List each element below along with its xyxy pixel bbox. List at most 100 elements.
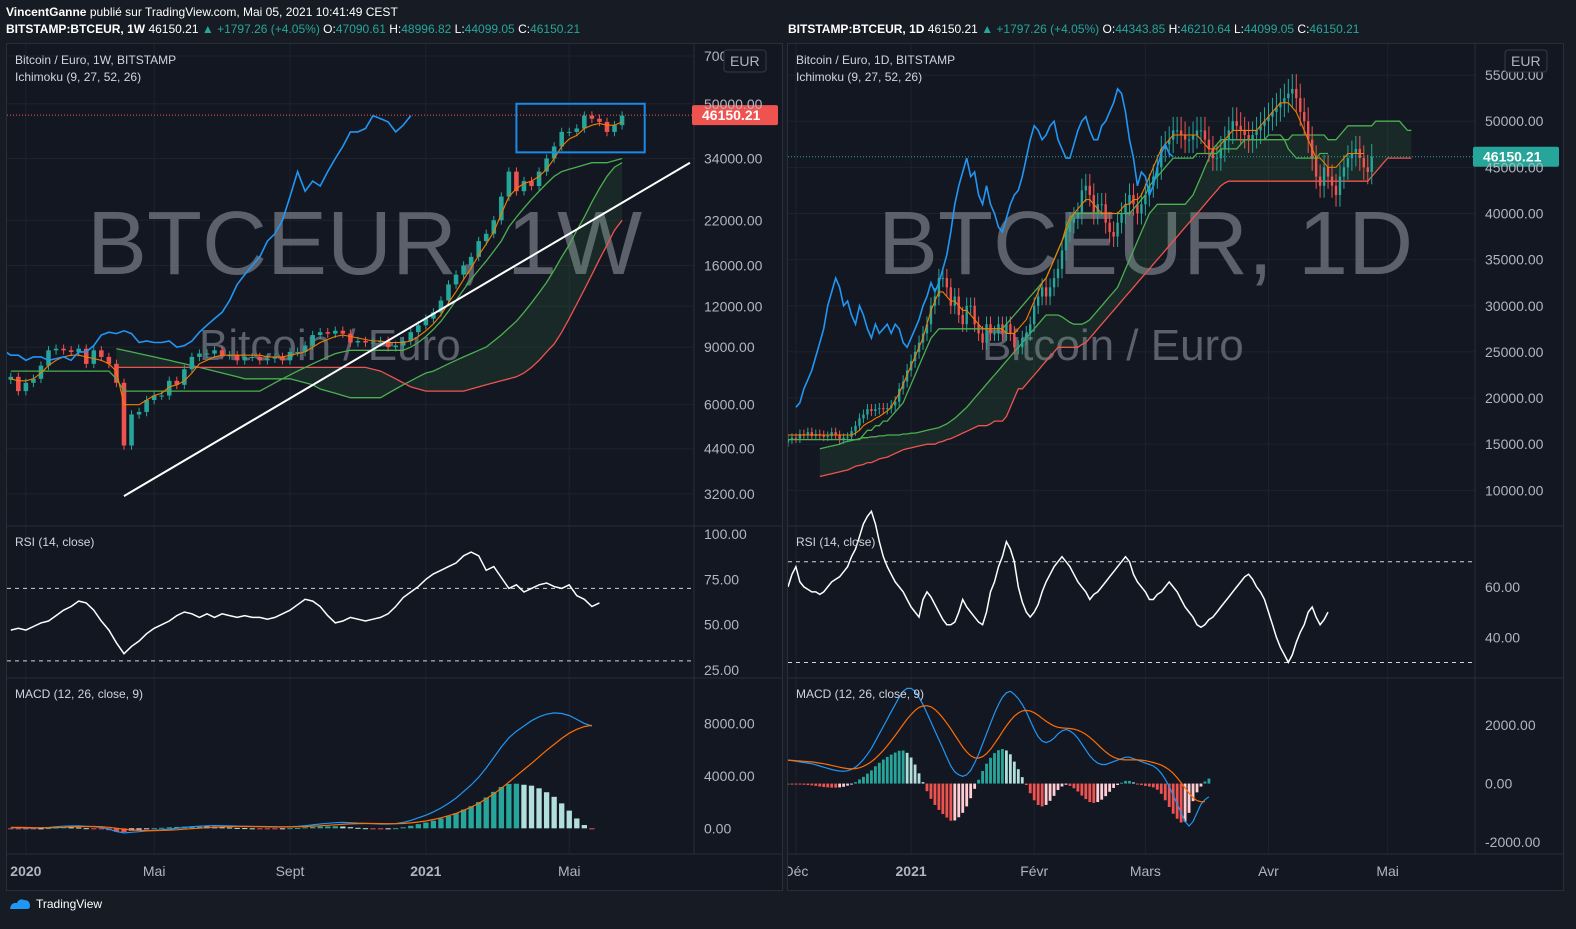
last-price-label: 46150.21 bbox=[702, 107, 761, 123]
macd-histogram-bar bbox=[1036, 783, 1040, 805]
macd-histogram-bar bbox=[83, 828, 89, 830]
candle-body bbox=[973, 305, 976, 325]
right-last-price: 46150.21 bbox=[927, 22, 978, 36]
price-axis-tick: 35000.00 bbox=[1485, 252, 1544, 268]
macd-histogram-bar bbox=[1060, 783, 1064, 787]
candle-body bbox=[830, 432, 833, 436]
candle-body bbox=[1076, 213, 1080, 219]
macd-histogram-bar bbox=[1167, 783, 1171, 807]
macd-histogram-bar bbox=[866, 773, 869, 784]
candle-body bbox=[961, 314, 964, 325]
left-high: 48996.82 bbox=[401, 22, 452, 36]
macd-histogram-bar bbox=[423, 822, 429, 829]
macd-histogram-bar bbox=[528, 785, 535, 829]
time-axis-label: Févr bbox=[1020, 863, 1048, 879]
price-axis-tick: 10000.00 bbox=[1485, 482, 1544, 498]
macd-histogram-bar bbox=[219, 827, 225, 829]
time-axis-label: Mai bbox=[143, 863, 166, 879]
candle-body bbox=[1124, 204, 1127, 214]
candle-body bbox=[68, 350, 74, 352]
candle-body bbox=[1100, 204, 1103, 206]
candle-body bbox=[1279, 102, 1282, 108]
macd-histogram-bar bbox=[1112, 783, 1116, 788]
macd-histogram-bar bbox=[925, 783, 929, 792]
macd-histogram-bar bbox=[993, 753, 996, 784]
candle-body bbox=[76, 348, 81, 352]
price-axis-tick: 50000.00 bbox=[1485, 113, 1544, 129]
candle-body bbox=[1314, 158, 1318, 177]
candle-body bbox=[151, 395, 157, 401]
macd-histogram-bar bbox=[1016, 769, 1020, 784]
candle-body bbox=[1370, 156, 1373, 172]
candle-body bbox=[929, 305, 933, 325]
macd-histogram-bar bbox=[121, 828, 127, 832]
macd-histogram-bar bbox=[287, 828, 293, 830]
macd-histogram-bar bbox=[1175, 783, 1179, 819]
macd-histogram-bar bbox=[309, 827, 316, 829]
macd-histogram-bar bbox=[1128, 780, 1131, 784]
macd-histogram-bar bbox=[483, 797, 489, 829]
left-l-label: L: bbox=[454, 22, 465, 36]
macd-histogram-bar bbox=[45, 828, 52, 830]
candle-body bbox=[483, 233, 489, 242]
candle-body bbox=[99, 350, 104, 357]
candle-body bbox=[925, 324, 929, 334]
highlight-box bbox=[515, 102, 646, 154]
candle-body bbox=[1144, 195, 1147, 205]
macd-histogram-bar bbox=[385, 828, 391, 830]
macd-histogram-bar bbox=[1163, 783, 1167, 801]
macd-histogram-bar bbox=[1012, 761, 1016, 784]
time-axis-label: Mai bbox=[1376, 863, 1399, 879]
candle-body bbox=[862, 414, 865, 419]
macd-histogram-bar bbox=[1044, 783, 1048, 805]
macd-histogram-bar bbox=[1195, 783, 1199, 793]
candle-body bbox=[1140, 204, 1143, 214]
chart-title: Bitcoin / Euro, 1W, BITSTAMP bbox=[15, 53, 176, 67]
macd-histogram-bar bbox=[802, 783, 806, 785]
candle-body bbox=[423, 318, 429, 326]
macd-histogram-bar bbox=[589, 828, 595, 830]
price-axis-tick: 22000.00 bbox=[704, 212, 763, 228]
candle-body bbox=[1156, 167, 1159, 177]
macd-histogram-bar bbox=[869, 770, 873, 784]
macd-legend: MACD (12, 26, close, 9) bbox=[15, 687, 143, 701]
rsi-axis-tick: 50.00 bbox=[704, 617, 739, 633]
candle-body bbox=[798, 434, 802, 439]
macd-histogram-bar bbox=[1088, 783, 1092, 803]
macd-histogram-bar bbox=[901, 750, 905, 784]
candle-body bbox=[159, 395, 164, 397]
macd-histogram-bar bbox=[1001, 749, 1004, 784]
left-open: 47090.61 bbox=[335, 22, 386, 36]
macd-histogram-bar bbox=[257, 828, 263, 830]
candle-body bbox=[1064, 231, 1068, 251]
candle-body bbox=[1346, 158, 1350, 168]
candle-body bbox=[1183, 135, 1187, 140]
candle-body bbox=[234, 355, 240, 361]
candle-body bbox=[1203, 130, 1207, 140]
candle-body bbox=[1056, 268, 1060, 279]
publisher-name[interactable]: VincentGanne bbox=[6, 5, 87, 19]
macd-histogram-bar bbox=[846, 783, 849, 786]
macd-histogram-bar bbox=[921, 782, 925, 784]
right-chart-panel[interactable]: BTCEUR, 1D Bitcoin / Euro 46150.21 55000.00… bbox=[783, 43, 1564, 891]
tenkan-line bbox=[788, 102, 1364, 436]
candle-body bbox=[858, 418, 861, 426]
macd-histogram-bar bbox=[1120, 782, 1123, 784]
candle-body bbox=[1318, 176, 1322, 186]
candle-body bbox=[431, 312, 436, 319]
rsi-legend: RSI (14, close) bbox=[15, 535, 94, 549]
macd-histogram-bar bbox=[1005, 750, 1008, 784]
macd-histogram-bar bbox=[953, 783, 957, 821]
brand-name: TradingView bbox=[36, 897, 103, 911]
candle-body bbox=[333, 330, 338, 334]
candle-body bbox=[1175, 130, 1179, 132]
candle-body bbox=[897, 388, 901, 402]
candle-body bbox=[945, 278, 949, 288]
candle-body bbox=[1029, 324, 1032, 334]
macd-histogram-bar bbox=[91, 828, 97, 830]
currency-box bbox=[1504, 49, 1548, 73]
tradingview-brand[interactable]: TradingView bbox=[8, 897, 102, 911]
